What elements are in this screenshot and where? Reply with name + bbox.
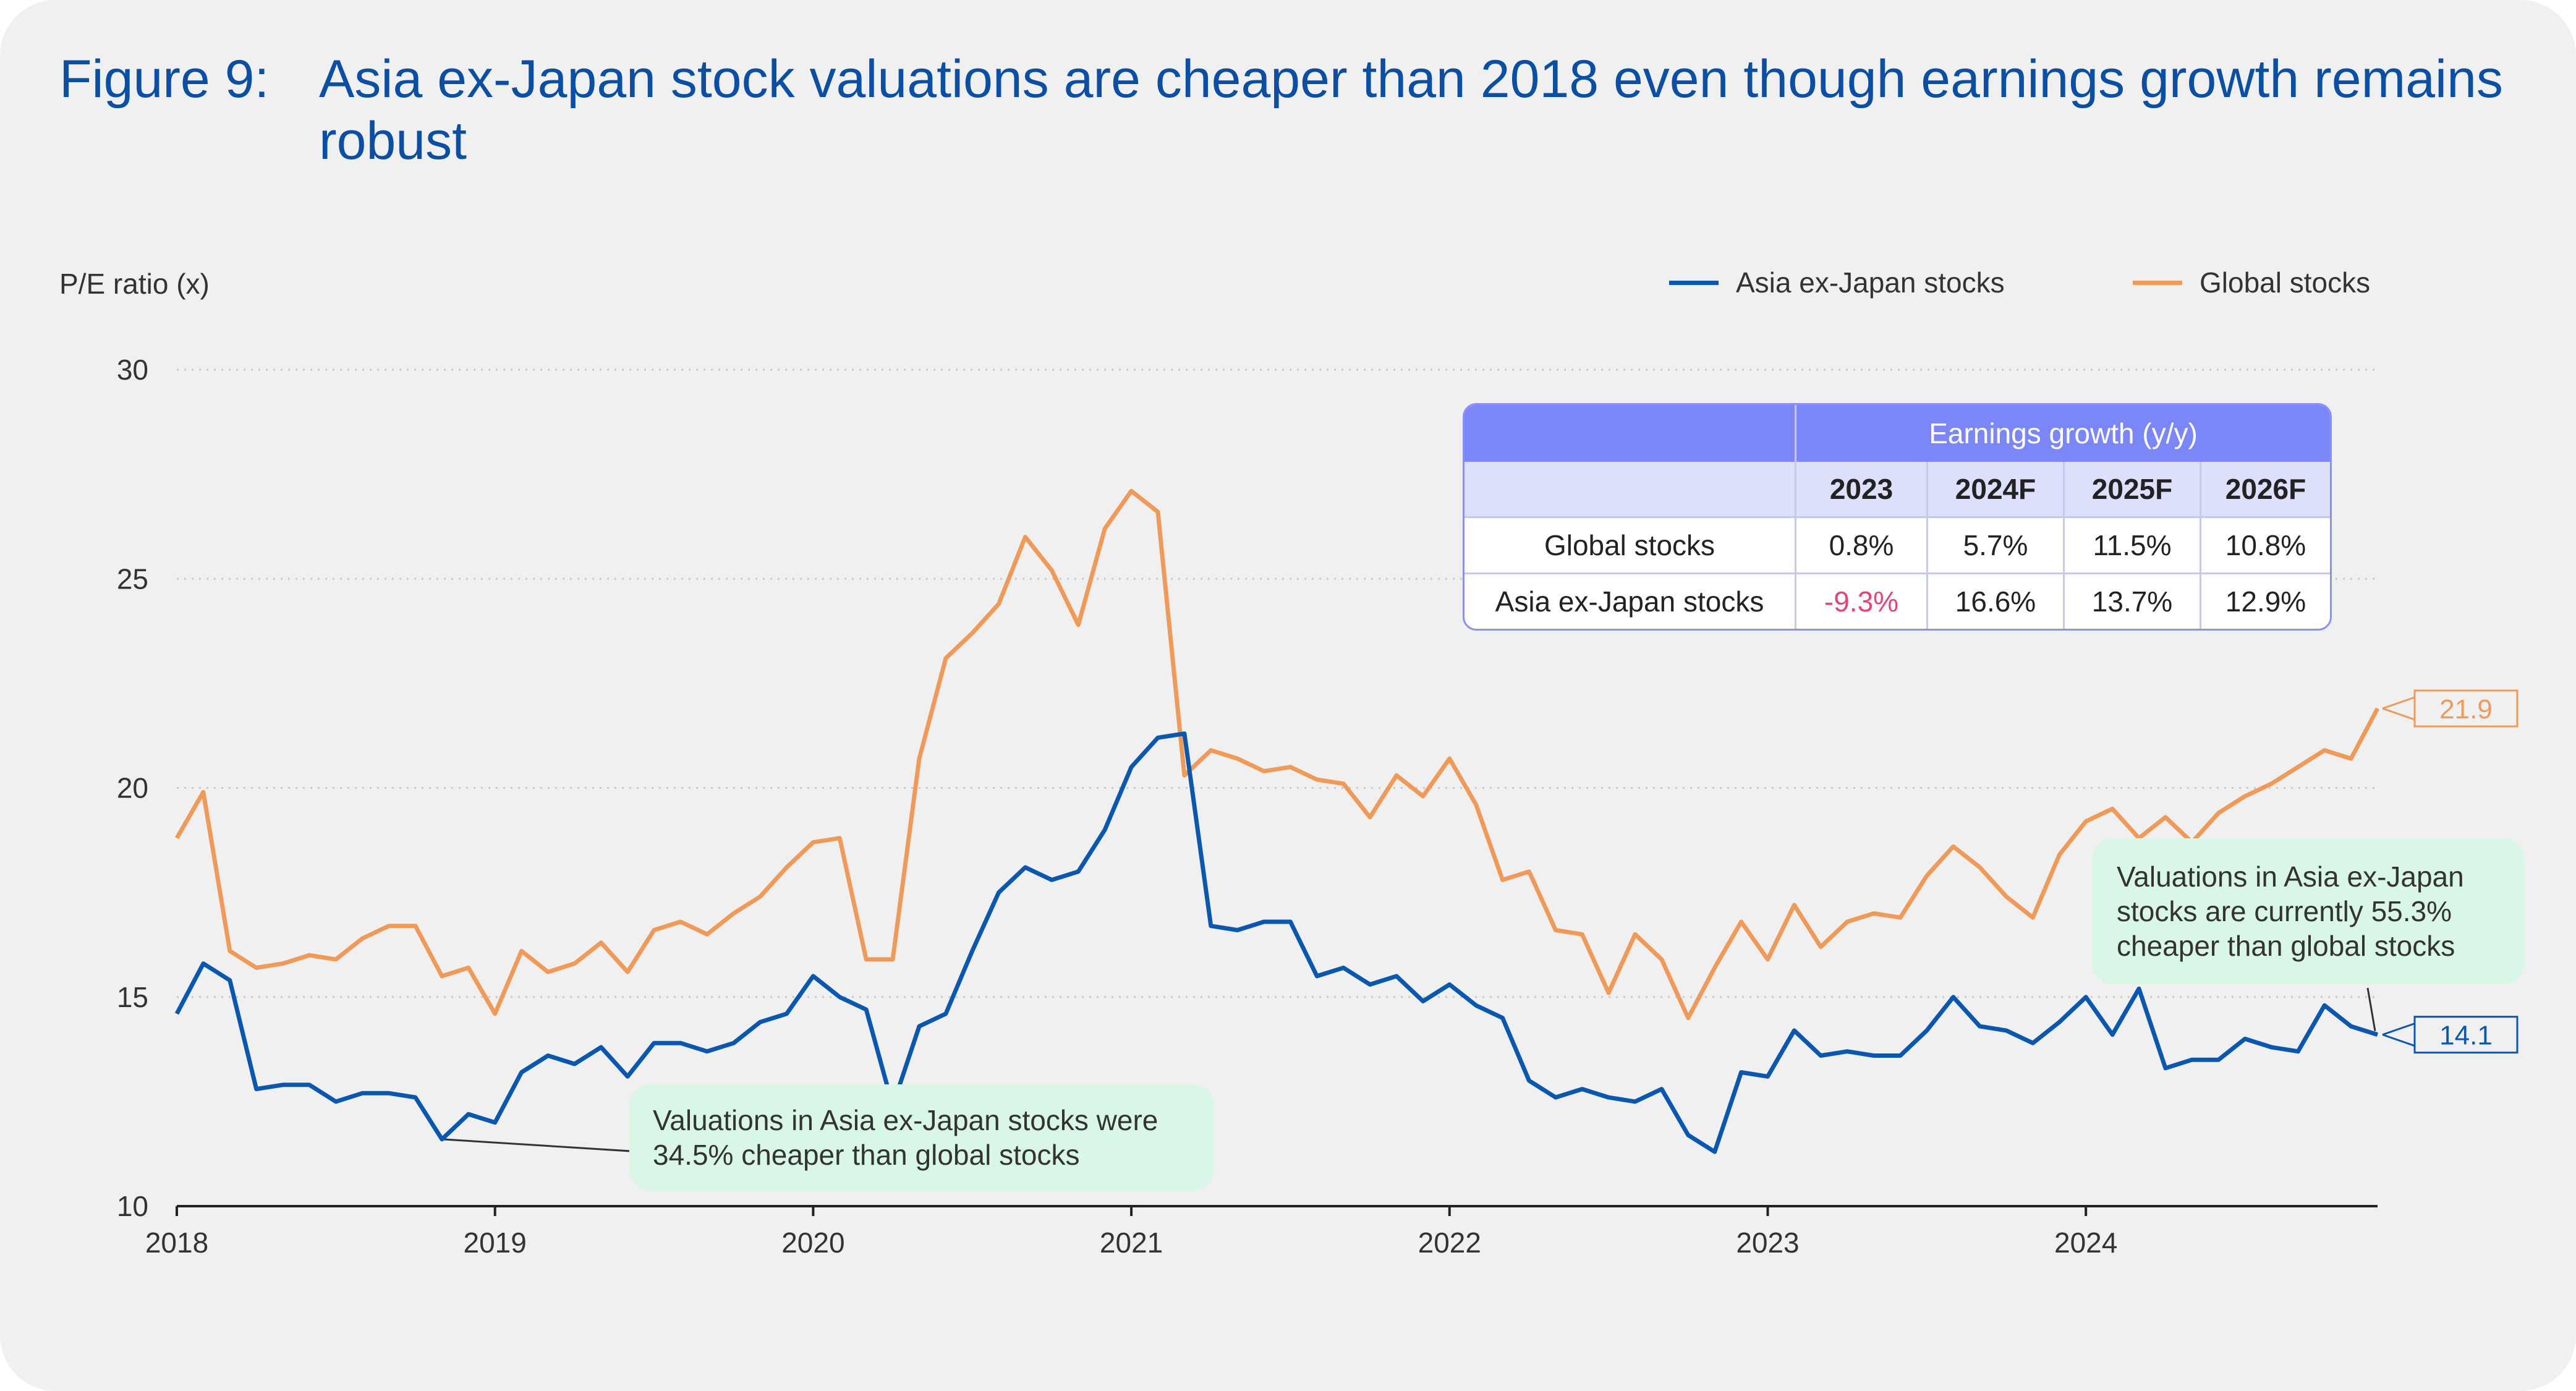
x-tick-label: 2023 — [1736, 1227, 1799, 1259]
y-axis-label: P/E ratio (x) — [59, 268, 210, 300]
annotation-current-note: Valuations in Asia ex-Japan stocks are c… — [2092, 838, 2525, 984]
table-corner-sub — [1464, 462, 1796, 517]
table-col-header: 2026F — [2200, 462, 2330, 517]
legend-item-asia: Asia ex-Japan stocks — [1669, 266, 2005, 299]
end-label-pointer — [2382, 696, 2416, 721]
legend-label-asia: Asia ex-Japan stocks — [1736, 266, 2005, 299]
table-cell: 12.9% — [2200, 572, 2330, 629]
end-label-pointer — [2382, 1022, 2416, 1047]
end-value-label: 21.9 — [2439, 694, 2493, 725]
legend-swatch-asia — [1669, 280, 1719, 285]
y-tick-label: 30 — [117, 354, 148, 386]
x-tick-label: 2019 — [464, 1227, 527, 1259]
y-axis-ticks: 10 15 20 25 30 — [117, 354, 148, 1222]
earnings-growth-table: Earnings growth (y/y) 2023 2024F 2025F 2… — [1463, 403, 2332, 631]
end-value-label: 14.1 — [2439, 1021, 2493, 1051]
table-row: Global stocks 0.8% 5.7% 11.5% 10.8% — [1464, 516, 2330, 574]
asia-line — [174, 731, 2379, 1154]
table-cell: 11.5% — [2063, 516, 2201, 574]
table-col-header: 2025F — [2063, 462, 2201, 517]
table-row-label: Global stocks — [1464, 516, 1796, 574]
y-tick-label: 20 — [117, 772, 148, 804]
end-value-labels: 14.1 21.9 — [2382, 689, 2519, 1054]
y-tick-label: 15 — [117, 981, 148, 1013]
table-col-header: 2024F — [1926, 462, 2064, 517]
table-cell: 10.8% — [2200, 516, 2330, 574]
connector-current-note — [2366, 987, 2376, 1031]
x-tick-label: 2021 — [1100, 1227, 1163, 1259]
figure-label: Figure 9: — [59, 49, 270, 109]
series-lines — [174, 488, 2380, 1154]
table-cell: 0.8% — [1795, 516, 1928, 574]
legend-item-global: Global stocks — [2133, 266, 2370, 299]
end-label-box — [2413, 689, 2519, 728]
y-tick-label: 10 — [117, 1190, 148, 1222]
table-row: Asia ex-Japan stocks -9.3% 16.6% 13.7% 1… — [1464, 572, 2330, 629]
table-cell: 13.7% — [2063, 572, 2201, 629]
end-label-box — [2413, 1016, 2519, 1054]
table-row-label: Asia ex-Japan stocks — [1464, 572, 1796, 629]
x-tick-label: 2022 — [1418, 1227, 1481, 1259]
x-tick-label: 2018 — [145, 1227, 208, 1259]
legend-swatch-global — [2133, 280, 2182, 285]
y-tick-label: 25 — [117, 563, 148, 595]
table-col-header: 2023 — [1795, 462, 1928, 517]
x-axis: 2018 2019 2020 2021 2022 2023 2024 — [145, 1205, 2378, 1259]
table-corner — [1464, 405, 1796, 462]
global-line — [174, 488, 2380, 1021]
table-cell: 5.7% — [1926, 516, 2064, 574]
x-tick-label: 2020 — [781, 1227, 844, 1259]
connector-2018-note — [441, 1138, 631, 1152]
figure-title: Asia ex-Japan stock valuations are cheap… — [319, 49, 2503, 171]
table-cell-negative: -9.3% — [1795, 572, 1928, 629]
annotation-connectors — [441, 987, 2376, 1152]
x-tick-label: 2024 — [2054, 1227, 2117, 1259]
table-cell: 16.6% — [1926, 572, 2064, 629]
table-group-header: Earnings growth (y/y) — [1795, 405, 2330, 462]
legend-label-global: Global stocks — [2200, 266, 2371, 299]
annotation-2018-note: Valuations in Asia ex-Japan stocks were … — [629, 1084, 1214, 1191]
